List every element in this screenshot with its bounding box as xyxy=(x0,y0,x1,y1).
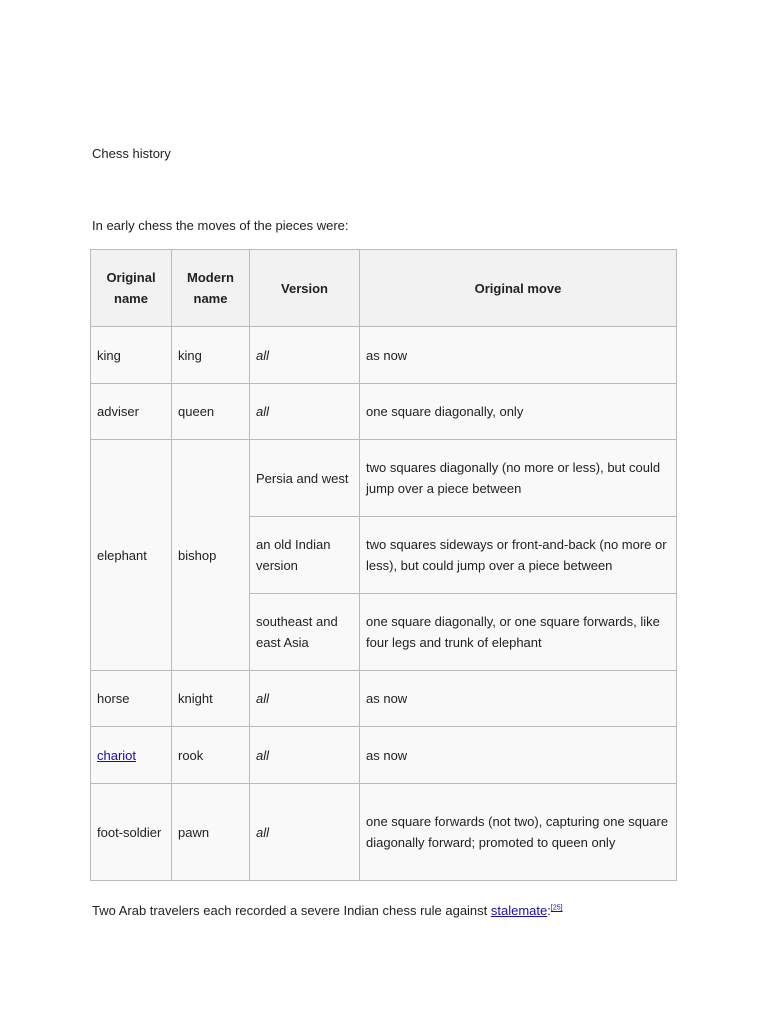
table-row: horse knight all as now xyxy=(90,670,677,727)
cell-version: all xyxy=(249,670,360,727)
outro-paragraph: Two Arab travelers each recorded a sever… xyxy=(92,903,563,918)
cell-move: two squares sideways or front-and-back (… xyxy=(359,516,677,594)
cell-modern: pawn xyxy=(171,783,250,881)
table-row: adviser queen all one square diagonally,… xyxy=(90,383,677,440)
cell-version: all xyxy=(249,783,360,881)
cell-modern: queen xyxy=(171,383,250,440)
header-modern-name: Modern name xyxy=(171,249,250,327)
cell-move: as now xyxy=(359,326,677,384)
cell-move: one square forwards (not two), capturing… xyxy=(359,783,677,881)
chess-pieces-table: Original name Modern name Version Origin… xyxy=(90,249,677,881)
chariot-link[interactable]: chariot xyxy=(97,747,137,763)
cell-modern: knight xyxy=(171,670,250,727)
cell-modern: rook xyxy=(171,726,250,784)
cell-original: elephant xyxy=(90,439,172,671)
stalemate-link[interactable]: stalemate xyxy=(490,903,548,918)
header-original-move: Original move xyxy=(359,249,677,327)
cell-version: southeast and east Asia xyxy=(249,593,360,671)
intro-text: In early chess the moves of the pieces w… xyxy=(92,218,349,233)
outro-colon: : xyxy=(547,903,551,918)
cell-version: all xyxy=(249,383,360,440)
cell-original: foot-soldier xyxy=(90,783,172,881)
table-row: elephant bishop Persia and west two squa… xyxy=(90,439,677,671)
cell-move: as now xyxy=(359,726,677,784)
cell-original: king xyxy=(90,326,172,384)
table-row: southeast and east Asia one square diago… xyxy=(91,593,677,671)
cell-version: all xyxy=(249,726,360,784)
cell-modern: bishop xyxy=(171,439,250,671)
header-original-name: Original name xyxy=(90,249,172,327)
table-row: an old Indian version two squares sidewa… xyxy=(91,516,677,594)
table-row: king king all as now xyxy=(90,326,677,384)
outro-text: Two Arab travelers each recorded a sever… xyxy=(92,903,491,918)
header-version: Version xyxy=(249,249,360,327)
cell-original: horse xyxy=(90,670,172,727)
cell-original: adviser xyxy=(90,383,172,440)
table-header-row: Original name Modern name Version Origin… xyxy=(90,249,677,327)
cell-version: an old Indian version xyxy=(249,516,360,594)
cell-move: one square diagonally, or one square for… xyxy=(359,593,677,671)
cell-version: Persia and west xyxy=(249,439,360,517)
cell-move: one square diagonally, only xyxy=(359,383,677,440)
cell-move: two squares diagonally (no more or less)… xyxy=(359,439,677,517)
cell-original: chariot xyxy=(90,726,172,784)
page-title: Chess history xyxy=(92,146,171,161)
cell-modern: king xyxy=(171,326,250,384)
cell-move: as now xyxy=(359,670,677,727)
table-row: chariot rook all as now xyxy=(90,726,677,784)
cell-version: all xyxy=(249,326,360,384)
reference-link[interactable]: [25] xyxy=(550,904,563,912)
table-row: foot-soldier pawn all one square forward… xyxy=(90,783,677,881)
